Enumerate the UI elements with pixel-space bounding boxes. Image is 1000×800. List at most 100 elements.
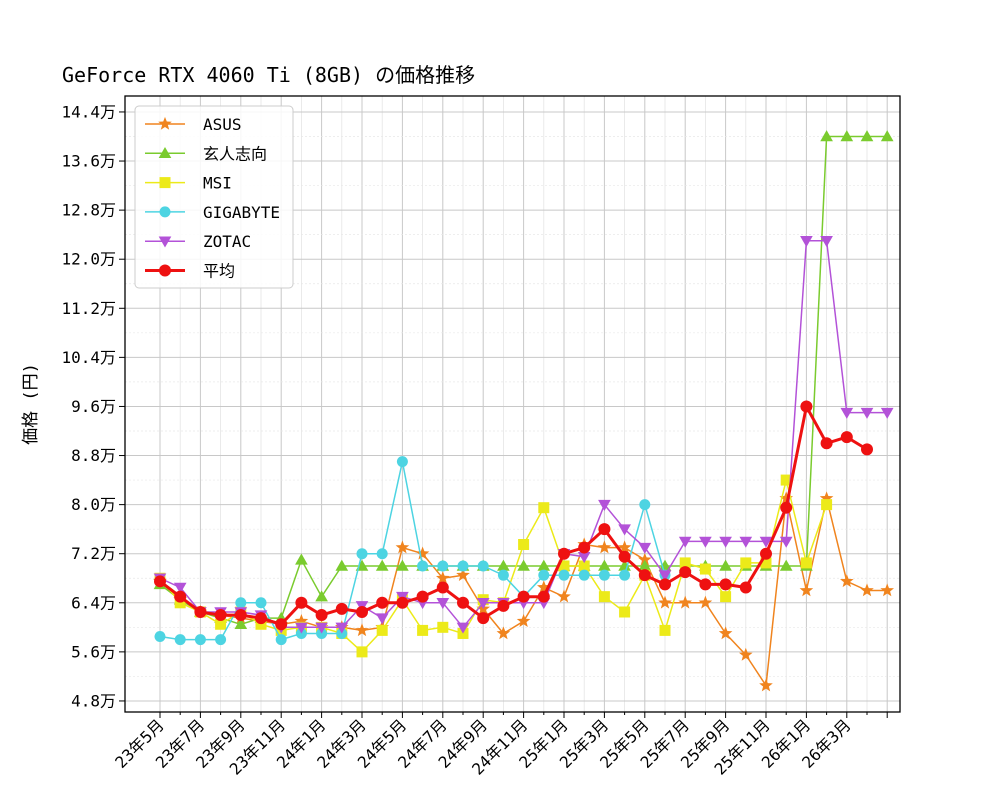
data-point [780,501,793,514]
data-point [497,569,509,581]
data-point [558,560,570,572]
data-point [356,646,368,658]
legend-label: GIGABYTE [203,203,280,222]
data-point [577,552,591,564]
data-point [598,559,611,571]
data-point [739,536,753,548]
data-point [618,550,631,563]
data-point [699,536,712,548]
data-point [860,583,874,597]
data-point [517,559,530,571]
y-tick-label: 8.0万 [71,495,116,514]
legend-entry-4: ZOTAC [145,232,251,251]
data-point [436,598,450,610]
data-point [457,596,469,609]
data-point [477,612,490,625]
legend-marker [159,264,171,277]
series-line-2 [159,479,828,653]
data-point [194,605,207,618]
data-point [497,559,510,571]
data-point [779,536,793,548]
legend-marker [159,206,171,218]
data-point [638,542,652,554]
data-point [456,622,470,634]
legend-label: 平均 [203,262,235,281]
series-5 [154,400,873,631]
data-point [294,614,309,627]
data-point [658,559,672,571]
data-point [558,547,570,560]
data-point [538,569,550,581]
legend-label: ASUS [203,115,242,134]
data-point [618,524,631,536]
plot-frame [124,95,901,713]
data-point [617,540,632,554]
data-point [800,400,813,413]
data-point [578,569,590,581]
data-point [679,566,692,579]
data-point [395,540,410,554]
data-point [174,590,187,603]
data-point [154,575,166,588]
data-point [861,443,873,456]
data-point [396,559,409,571]
data-point [678,536,692,548]
data-point [880,583,894,597]
legend-label: MSI [203,174,232,193]
data-point [840,574,854,588]
data-point [255,618,267,630]
y-tick-label: 12.0万 [61,250,116,269]
data-point [417,624,429,636]
data-point [476,598,490,610]
data-point [759,678,773,692]
y-tick-label: 5.6万 [71,642,116,661]
data-point [416,590,429,603]
y-tick-label: 13.6万 [61,152,116,171]
data-point [598,591,610,603]
legend-marker [158,146,172,159]
data-point [437,560,449,572]
legend-entry-2: MSI [145,174,232,193]
data-point [880,407,894,419]
data-point [255,597,267,609]
data-point [880,130,894,142]
data-point [275,618,288,631]
data-point [679,557,691,569]
data-point [698,595,713,609]
data-point [638,552,652,566]
legend: ASUS 玄人志向 MSI GIGABYTE ZOTAC 平均 [134,105,294,289]
y-axis-label: 価格 (円) [21,363,41,445]
data-point [638,569,651,582]
data-point [335,622,349,634]
data-point [639,499,651,511]
data-point [799,583,814,597]
data-point [376,624,388,636]
data-point [537,580,551,594]
legend-marker [159,177,171,189]
data-point [537,559,551,571]
data-point [295,553,308,565]
legend-box [134,105,294,289]
data-point [618,559,631,571]
data-point [255,612,267,625]
data-point [154,631,166,643]
data-point [215,618,227,630]
data-point [597,540,612,554]
y-tick-label: 7.2万 [71,544,116,563]
data-point [840,431,853,444]
data-point [659,624,671,636]
data-point [780,474,792,486]
legend-entry-0: ASUS [145,115,242,134]
y-tick-label: 11.2万 [61,299,116,318]
data-point [860,130,874,142]
data-point [214,609,227,622]
data-point [477,560,489,572]
y-tick-label: 12.8万 [61,201,116,220]
data-point [516,614,531,627]
data-point [619,569,631,581]
data-point [356,605,368,618]
data-point [821,499,833,511]
data-point [860,407,874,419]
data-point [800,557,812,569]
data-point [396,596,409,609]
